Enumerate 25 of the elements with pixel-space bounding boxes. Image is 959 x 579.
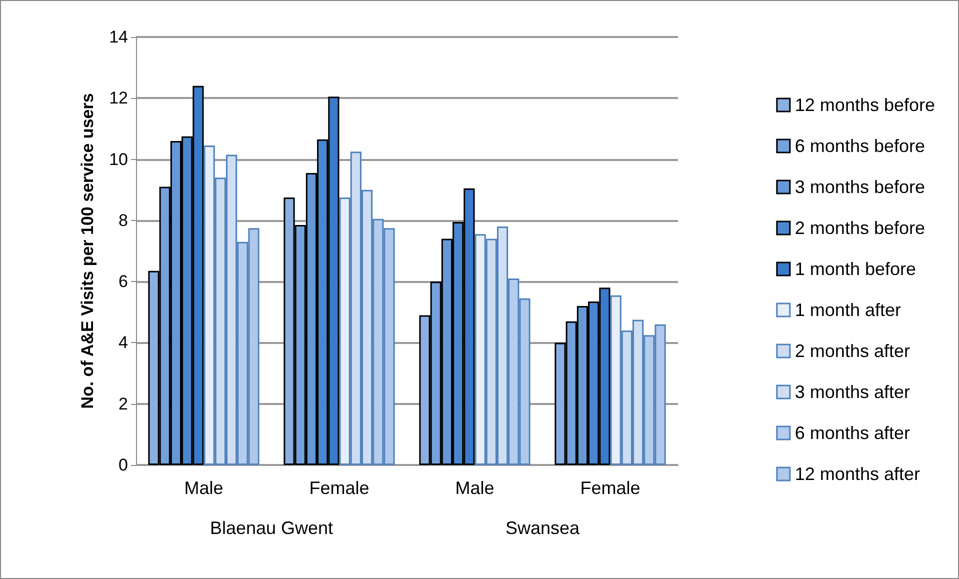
y-tick-label: 14 xyxy=(109,28,128,46)
text: Swansea xyxy=(505,518,581,538)
legend-label: 3 months after xyxy=(794,382,910,402)
x-tick-label: Female xyxy=(309,478,370,498)
y-tick-label: 4 xyxy=(118,333,128,352)
legend-label: 1 month after xyxy=(794,300,901,320)
legend-label: 12 months before xyxy=(794,95,936,115)
y-tick-label: 0 xyxy=(118,456,128,474)
x-tick-label: Male xyxy=(184,478,224,498)
legend-label: 2 months before xyxy=(794,218,925,238)
y-tick-label: 12 xyxy=(109,88,128,108)
y-axis-title: No. of A&E Visits per 100 service users xyxy=(78,93,97,409)
legend-label: 6 months before xyxy=(794,136,925,156)
legend-label: 2 months after xyxy=(794,341,910,361)
x-tick-label: Female xyxy=(580,478,640,498)
y-tick-label: 10 xyxy=(109,150,128,169)
legend-label: 1 month before xyxy=(794,259,916,279)
y-tick-label: 8 xyxy=(118,210,128,230)
y-tick-label: 2 xyxy=(118,394,128,414)
legend-label: 3 months before xyxy=(794,177,925,197)
legend-label: 12 months after xyxy=(794,464,920,484)
y-tick-label: 6 xyxy=(118,272,128,292)
legend-label: 6 months after xyxy=(794,423,910,443)
text: Blaenau Gwent xyxy=(210,518,334,538)
x-tick-label: Male xyxy=(455,478,494,498)
